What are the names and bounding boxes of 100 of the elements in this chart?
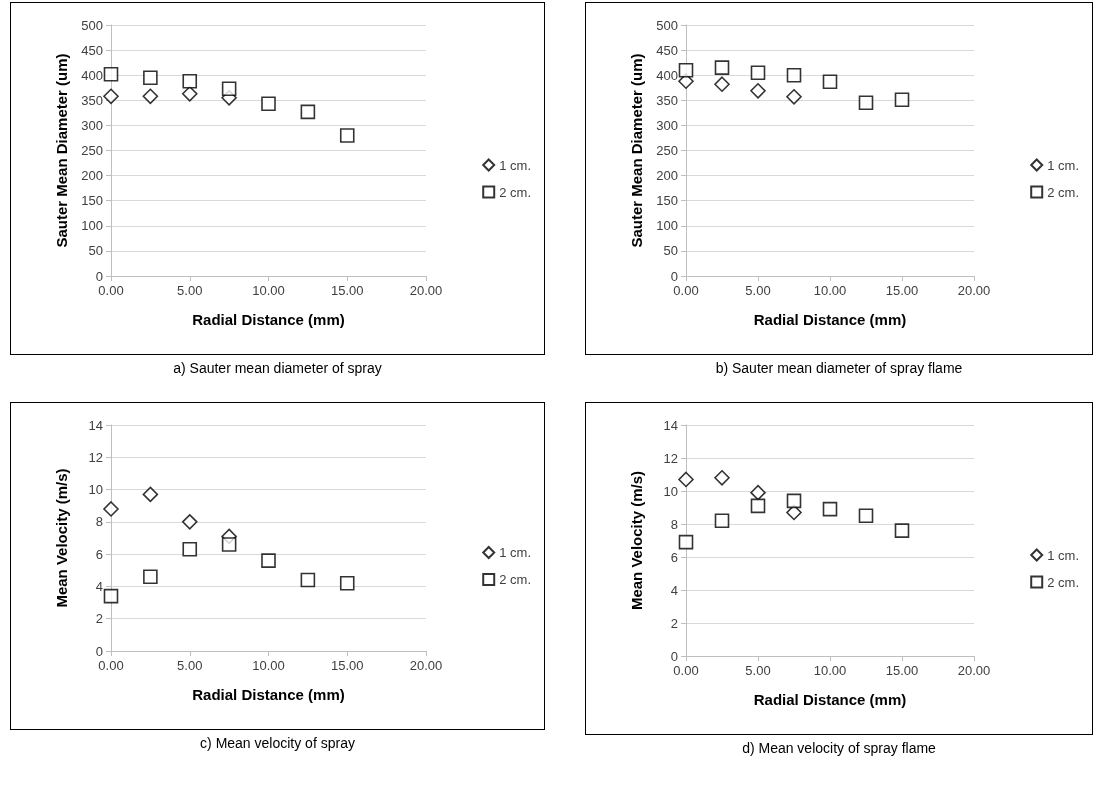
x-tick-label: 0.00 xyxy=(673,663,699,678)
y-axis-title: Mean Velocity (m/s) xyxy=(628,470,645,611)
point xyxy=(103,588,119,604)
point xyxy=(143,70,158,86)
y-tick-label: 2 xyxy=(95,611,103,627)
point xyxy=(300,572,316,588)
point xyxy=(714,76,730,93)
y-tick-label: 14 xyxy=(88,417,103,433)
point xyxy=(822,501,838,517)
y-tick-label: 200 xyxy=(656,168,678,184)
x-tick-label: 5.00 xyxy=(745,283,771,298)
y-axis-title: Mean Velocity (m/s) xyxy=(53,468,70,608)
legend-label: 1 cm. xyxy=(1047,157,1080,173)
x-tick-label: 5.00 xyxy=(177,658,203,673)
y-tick-label: 2 xyxy=(670,615,678,631)
point xyxy=(894,523,910,538)
x-tick-label: 0.00 xyxy=(98,283,124,298)
y-tick-label: 400 xyxy=(81,67,103,83)
point xyxy=(714,60,730,75)
y-tick-label: 50 xyxy=(88,243,103,259)
point xyxy=(858,508,874,524)
x-tick-label: 0.00 xyxy=(98,658,124,673)
point xyxy=(750,82,766,99)
point xyxy=(143,569,158,585)
point xyxy=(786,67,802,83)
point xyxy=(714,470,730,486)
x-tick-label: 20.00 xyxy=(957,283,991,298)
y-tick-label: 0 xyxy=(95,643,103,659)
x-axis-title: Radial Distance (mm) xyxy=(753,311,907,328)
point xyxy=(714,513,730,528)
y-tick-label: 300 xyxy=(656,117,678,133)
point xyxy=(103,88,119,105)
point xyxy=(182,73,198,89)
y-tick-label: 150 xyxy=(656,193,678,209)
x-tick-label: 20.00 xyxy=(409,658,443,673)
point xyxy=(221,81,237,97)
point xyxy=(103,66,119,82)
y-tick-label: 50 xyxy=(663,243,678,259)
y-tick-label: 350 xyxy=(656,92,678,108)
y-tick-label: 200 xyxy=(81,168,103,184)
y-tick-label: 450 xyxy=(656,42,678,58)
point xyxy=(678,62,694,78)
point xyxy=(786,493,802,509)
legend-label: 1 cm. xyxy=(499,157,532,173)
x-axis-title: Radial Distance (mm) xyxy=(753,691,907,708)
point xyxy=(142,88,159,105)
x-tick-label: 5.00 xyxy=(745,663,771,678)
y-tick-label: 4 xyxy=(95,578,103,594)
y-tick-label: 0 xyxy=(670,268,678,284)
point xyxy=(822,74,838,90)
legend-label: 1 cm. xyxy=(1047,547,1080,563)
y-tick-label: 400 xyxy=(656,67,678,83)
y-tick-label: 100 xyxy=(656,218,678,234)
x-tick-label: 0.00 xyxy=(673,283,699,298)
y-tick-label: 14 xyxy=(663,417,678,433)
point xyxy=(261,553,276,568)
y-tick-label: 6 xyxy=(95,546,103,562)
point xyxy=(261,96,276,112)
point xyxy=(750,498,766,514)
point xyxy=(339,128,355,143)
point xyxy=(750,484,766,501)
point xyxy=(858,95,874,111)
x-tick-label: 15.00 xyxy=(885,283,919,298)
y-tick-label: 4 xyxy=(670,582,678,598)
y-axis-title: Sauter Mean Diameter (um) xyxy=(628,53,645,248)
point xyxy=(750,65,766,80)
y-tick-label: 500 xyxy=(656,17,678,33)
legend-label: 1 cm. xyxy=(499,545,532,560)
y-tick-label: 12 xyxy=(663,450,678,466)
y-tick-label: 250 xyxy=(656,143,678,158)
x-tick-label: 15.00 xyxy=(885,663,919,678)
y-tick-label: 100 xyxy=(81,218,103,234)
x-tick-label: 5.00 xyxy=(177,283,203,298)
y-tick-label: 6 xyxy=(670,549,678,565)
point xyxy=(182,542,198,557)
x-tick-label: 15.00 xyxy=(330,658,364,673)
text: c) Mean velocity of spray xyxy=(199,735,356,751)
point xyxy=(339,575,355,591)
legend-label: 2 cm. xyxy=(499,572,532,587)
y-axis-title: Sauter Mean Diameter (um) xyxy=(53,53,70,248)
point xyxy=(678,534,694,550)
point xyxy=(678,471,694,488)
text: a) Sauter mean diameter of spray xyxy=(172,360,383,376)
y-tick-label: 150 xyxy=(81,193,103,209)
y-tick-label: 500 xyxy=(81,17,103,33)
text: b) Sauter mean diameter of spray flame xyxy=(714,360,964,376)
x-tick-label: 20.00 xyxy=(957,663,991,678)
legend-label: 2 cm. xyxy=(1047,184,1080,200)
y-tick-label: 10 xyxy=(663,483,678,499)
point xyxy=(181,514,198,530)
x-axis-title: Radial Distance (mm) xyxy=(192,686,345,703)
y-tick-label: 450 xyxy=(81,42,103,58)
y-tick-label: 8 xyxy=(670,516,678,532)
y-tick-label: 0 xyxy=(95,268,103,284)
point xyxy=(221,537,237,552)
point xyxy=(142,486,159,503)
y-tick-label: 0 xyxy=(670,648,678,664)
text: d) Mean velocity of spray flame xyxy=(741,740,937,756)
legend-label: 2 cm. xyxy=(1047,574,1080,590)
point xyxy=(894,92,910,108)
